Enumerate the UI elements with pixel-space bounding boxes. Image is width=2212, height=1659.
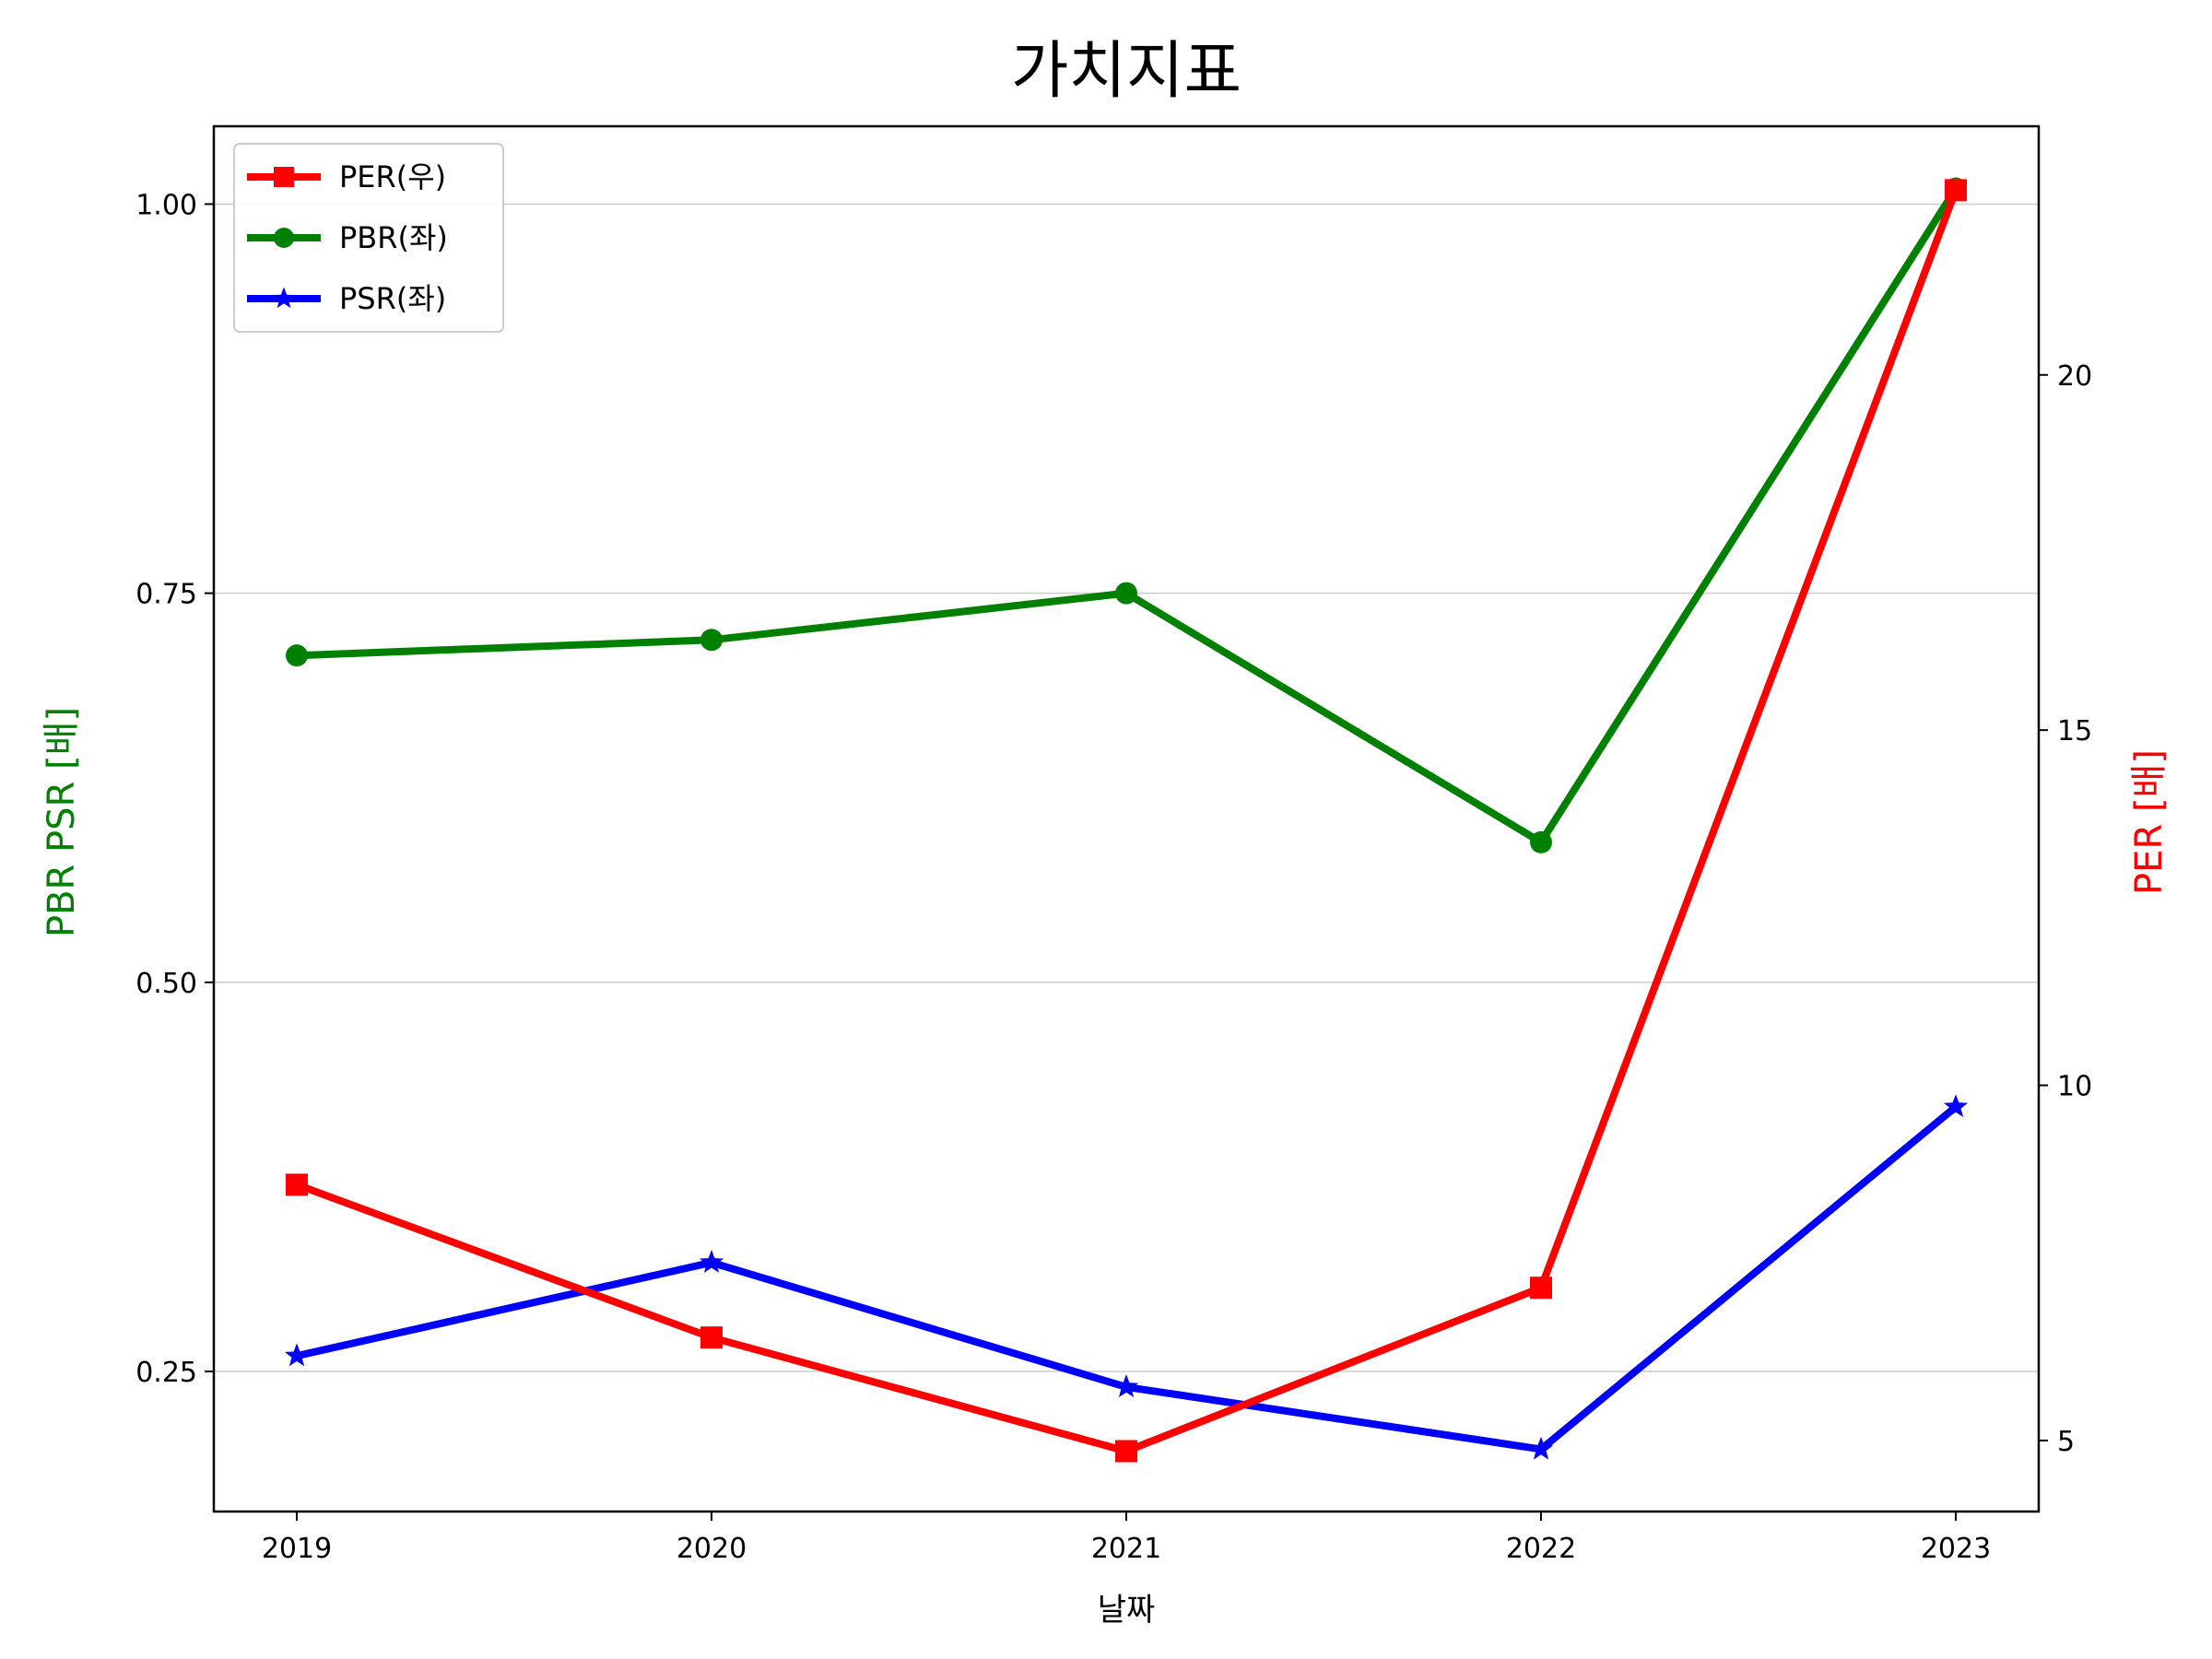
data-point	[700, 629, 723, 652]
data-point	[1530, 830, 1552, 853]
data-point	[286, 644, 308, 667]
legend-label: PER(우)	[339, 159, 446, 194]
data-point	[1115, 1440, 1137, 1463]
x-tick-label: 2022	[1506, 1533, 1576, 1565]
data-point	[699, 1250, 724, 1273]
y-right-tick-label: 10	[2057, 1071, 2092, 1103]
axes: 0.25 0.50 0.75 1.00 5 10 15 20 2019 2020 2021 2022 2…	[135, 124, 2092, 1565]
legend-box	[233, 143, 504, 333]
y-right-tick-label: 15	[2057, 715, 2092, 747]
chart-title: 가치지표	[1011, 35, 1241, 108]
legend-label: PBR(좌)	[339, 220, 448, 255]
x-axis-label: 날짜	[1098, 1592, 1156, 1629]
y-axis-left-label: PBR PSR [배]	[41, 707, 83, 937]
data-point	[1943, 1094, 1969, 1117]
y-left-tick-label: 0.75	[135, 579, 197, 611]
data-point	[284, 1343, 310, 1367]
series-PER(우)	[286, 179, 1967, 1463]
x-tick-label: 2021	[1091, 1533, 1161, 1565]
y-left-tick-label: 0.25	[135, 1357, 197, 1389]
data-point	[1530, 1277, 1552, 1300]
x-tick-label: 2019	[262, 1533, 332, 1565]
data-point	[1945, 179, 1967, 202]
x-tick-label: 2023	[1921, 1533, 1991, 1565]
series-PSR(좌)	[284, 1094, 1969, 1460]
legend-marker	[274, 228, 294, 248]
plot-frame	[212, 124, 2041, 1513]
data-point	[1115, 582, 1137, 605]
series	[284, 177, 1969, 1463]
legend: PER(우) PBR(좌) PSR(좌)	[233, 143, 504, 333]
data-point	[286, 1173, 308, 1196]
y-left-tick-label: 0.50	[135, 968, 197, 1000]
y-left-tick-label: 1.00	[135, 189, 197, 221]
y-axis-right-label: PER [배]	[2128, 749, 2171, 895]
data-point	[700, 1326, 723, 1349]
data-point	[1113, 1374, 1139, 1397]
data-point	[1528, 1436, 1554, 1460]
legend-marker	[273, 287, 295, 309]
x-tick-label: 2020	[677, 1533, 747, 1565]
legend-label: PSR(좌)	[339, 281, 446, 316]
legend-marker	[274, 167, 294, 187]
y-right-tick-label: 20	[2057, 360, 2092, 393]
y-right-tick-label: 5	[2057, 1426, 2075, 1458]
